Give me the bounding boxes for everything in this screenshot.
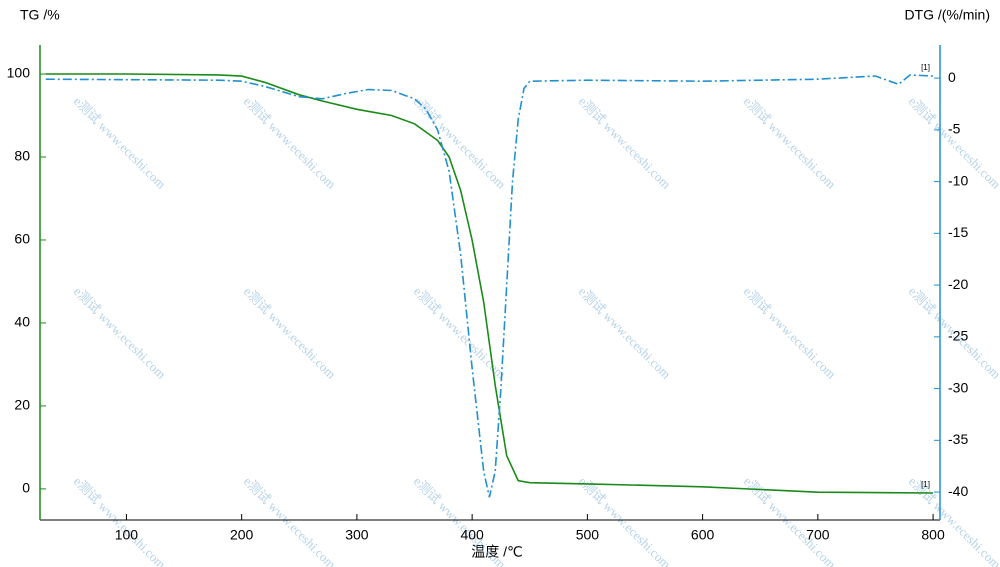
y2-tick-label: -30 <box>948 379 968 395</box>
watermark: e测试 www.eceshi.com <box>741 284 839 382</box>
watermark: e测试 www.eceshi.com <box>741 94 839 192</box>
y-tick-label: 60 <box>14 231 30 247</box>
series-end-label: [1] <box>921 480 930 489</box>
y2-tick-label: -20 <box>948 276 968 292</box>
watermark: e测试 www.eceshi.com <box>71 94 169 192</box>
y2-tick-label: -10 <box>948 172 968 188</box>
y-tick-label: 40 <box>14 314 30 330</box>
y2-tick-label: -15 <box>948 224 968 240</box>
watermark: e测试 www.eceshi.com <box>241 284 339 382</box>
y2-tick-label: -5 <box>948 121 961 137</box>
y-tick-label: 80 <box>14 148 30 164</box>
y-tick-label: 20 <box>14 397 30 413</box>
y2-tick-label: 0 <box>948 69 956 85</box>
x-tick-label: 300 <box>345 527 369 543</box>
x-axis-label: 温度 /℃ <box>471 544 523 560</box>
y2-tick-label: -35 <box>948 431 968 447</box>
series-line <box>45 73 934 494</box>
watermark: e测试 www.eceshi.com <box>71 284 169 382</box>
y2-axis-label: DTG /(%/min) <box>904 7 990 23</box>
x-tick-label: 800 <box>921 527 945 543</box>
series-line <box>45 74 934 498</box>
y-tick-label: 100 <box>7 65 31 81</box>
y-axis-label: TG /% <box>20 7 60 23</box>
x-tick-label: 500 <box>576 527 600 543</box>
x-tick-label: 100 <box>115 527 139 543</box>
y2-tick-label: -40 <box>948 483 968 499</box>
x-tick-label: 200 <box>230 527 254 543</box>
series-end-label: [1] <box>921 63 930 72</box>
watermark: e测试 www.eceshi.com <box>576 94 674 192</box>
watermark: e测试 www.eceshi.com <box>411 284 509 382</box>
x-tick-label: 700 <box>806 527 830 543</box>
x-tick-label: 400 <box>460 527 484 543</box>
watermark: e测试 www.eceshi.com <box>241 94 339 192</box>
y-tick-label: 0 <box>22 480 30 496</box>
watermark: e测试 www.eceshi.com <box>576 284 674 382</box>
x-tick-label: 600 <box>691 527 715 543</box>
y2-tick-label: -25 <box>948 328 968 344</box>
